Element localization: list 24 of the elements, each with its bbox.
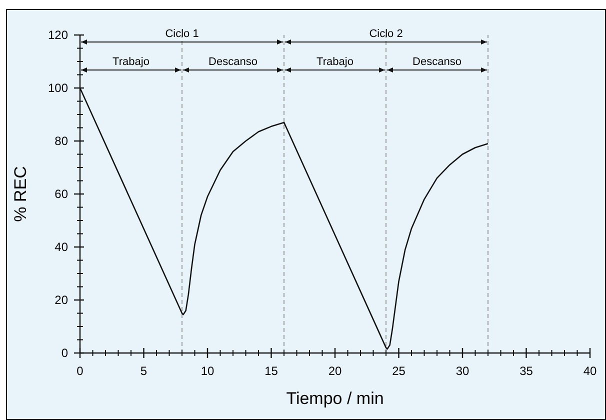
- y-tick-label: 60: [54, 187, 68, 201]
- y-tick-label: 40: [54, 240, 68, 254]
- x-tick-label: 25: [392, 364, 406, 378]
- x-tick-label: 0: [76, 364, 84, 378]
- annotation: Ciclo 1: [165, 28, 199, 40]
- y-axis-title: % REC: [11, 166, 30, 222]
- annotation: Ciclo 2: [369, 28, 403, 40]
- y-tick-label: 80: [54, 134, 68, 148]
- annotation: Descanso: [412, 56, 462, 68]
- x-tick-label: 35: [520, 364, 534, 378]
- y-tick-label: 0: [61, 346, 68, 360]
- x-tick-label: 30: [456, 364, 470, 378]
- x-axis-title: Tiempo / min: [286, 389, 384, 408]
- y-tick-label: 100: [48, 81, 68, 95]
- annotation: Trabajo: [316, 56, 354, 68]
- annotation: Trabajo: [112, 56, 150, 68]
- x-tick-label: 5: [140, 364, 148, 378]
- x-tick-label: 40: [583, 364, 597, 378]
- annotation: Descanso: [208, 56, 258, 68]
- y-tick-label: 120: [48, 28, 68, 42]
- x-tick-label: 10: [200, 364, 214, 378]
- x-tick-label: 15: [264, 364, 278, 378]
- x-tick-label: 20: [328, 364, 342, 378]
- y-tick-label: 20: [54, 293, 68, 307]
